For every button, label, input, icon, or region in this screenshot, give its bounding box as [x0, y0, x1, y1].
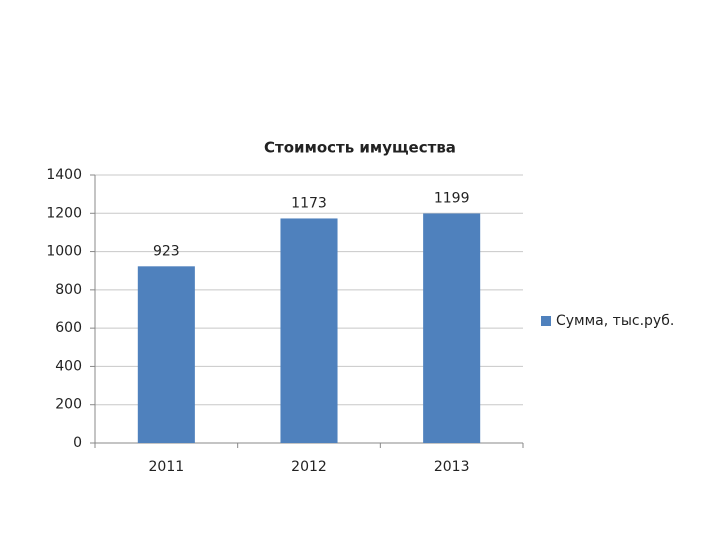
data-label: 1173 [291, 195, 327, 211]
x-tick-label: 2011 [149, 459, 185, 475]
data-label: 1199 [434, 190, 470, 206]
y-tick-label: 0 [73, 435, 82, 451]
y-tick-label: 400 [55, 358, 82, 374]
y-tick-label: 1400 [46, 167, 82, 183]
chart-title: Стоимость имущества [264, 139, 456, 157]
x-tick-label: 2013 [434, 459, 470, 475]
bar [423, 213, 481, 443]
y-tick-label: 800 [55, 282, 82, 298]
legend-label: Сумма, тыс.руб. [556, 313, 674, 329]
y-tick-label: 600 [55, 320, 82, 336]
y-tick-label: 200 [55, 397, 82, 413]
bar [280, 218, 338, 443]
legend-swatch [541, 316, 551, 326]
data-label: 923 [153, 243, 180, 259]
y-tick-label: 1000 [46, 244, 82, 260]
bar [137, 266, 195, 443]
x-tick-label: 2012 [291, 459, 327, 475]
y-tick-label: 1200 [46, 205, 82, 221]
